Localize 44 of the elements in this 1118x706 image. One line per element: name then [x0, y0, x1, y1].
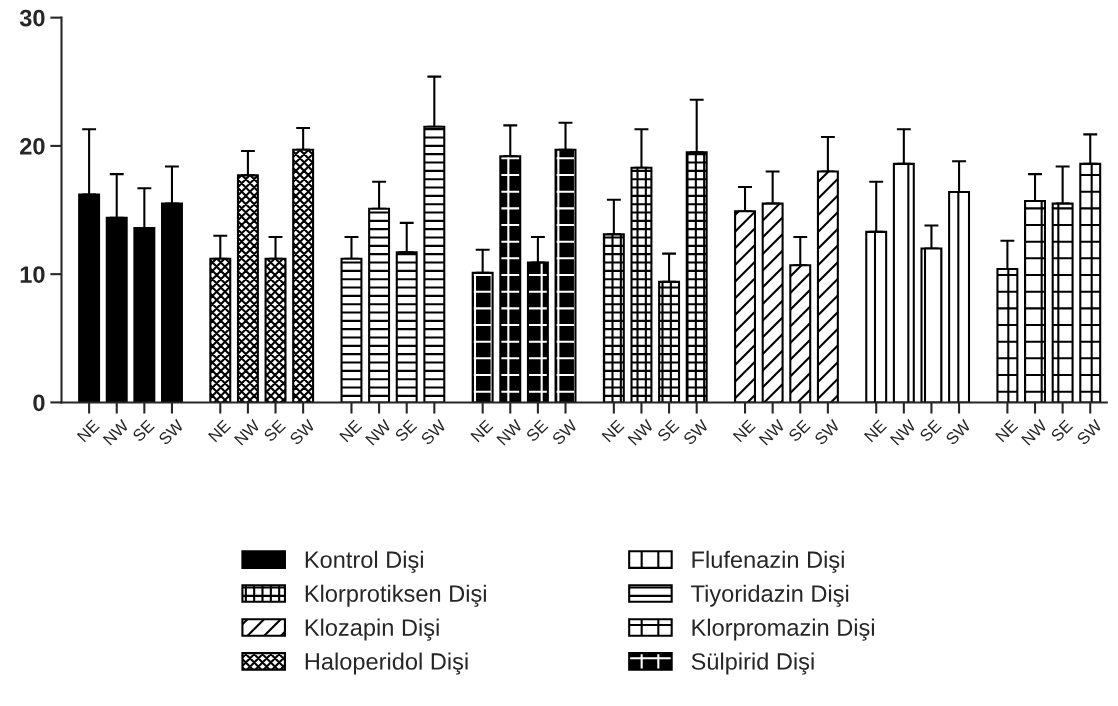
x-tick-label: NE — [863, 419, 887, 443]
x-tick-label: NE — [995, 419, 1019, 443]
x-tick-label: SE — [656, 419, 680, 443]
x-tick-label: NE — [76, 419, 100, 443]
y-tick-label: 20 — [20, 137, 45, 155]
x-tick-label: SW — [551, 418, 579, 446]
legend-label: Haloperidol Dişi — [305, 652, 468, 675]
x-tick-label: SW — [289, 418, 316, 446]
x-tick-label: NW — [102, 418, 130, 446]
x-tick-label: SE — [263, 419, 287, 443]
x-tick-label: NW — [1021, 418, 1048, 446]
y-tick-label: 10 — [20, 266, 45, 283]
x-tick-label: NW — [627, 418, 655, 446]
x-tick-label: SW — [1076, 418, 1103, 446]
x-tick-label: SW — [157, 418, 185, 446]
x-tick-label: SE — [918, 419, 942, 443]
x-tick-label: SW — [420, 418, 447, 446]
x-tick-label: SW — [682, 418, 710, 446]
x-tick-label: NE — [601, 419, 625, 443]
legend-label: Tiyoridazin Dişi — [691, 584, 849, 607]
legend-label: Flufenazin Dişi — [692, 550, 844, 573]
legend-label: Klorprotiksen Dişi — [305, 584, 486, 607]
x-tick-label: SW — [813, 418, 841, 446]
y-tick-label: 30 — [19, 9, 45, 27]
x-tick-label: NW — [365, 418, 392, 446]
legend-label: Sülpirid Dişi — [691, 652, 814, 675]
x-tick-label: SE — [525, 419, 549, 443]
x-tick-label: NE — [339, 419, 363, 443]
x-tick-label: NE — [208, 419, 232, 443]
x-tick-label: NE — [732, 419, 756, 443]
y-tick-label: 0 — [33, 394, 45, 412]
x-tick-label: NW — [889, 418, 917, 446]
x-tick-label: NW — [758, 418, 786, 446]
x-tick-label: SE — [787, 419, 811, 443]
x-tick-label: NW — [496, 418, 524, 446]
x-tick-label: NE — [470, 419, 494, 443]
legend-label: Klorpromazin Dişi — [692, 618, 874, 641]
x-tick-label: SE — [131, 419, 155, 443]
x-tick-label: SE — [394, 419, 418, 443]
x-tick-label: SE — [1050, 419, 1074, 443]
legend-label: Kontrol Dişi — [305, 550, 423, 573]
x-tick-label: NW — [234, 418, 261, 446]
legend-label: Klozapin Dişi — [305, 618, 439, 641]
x-tick-label: SW — [944, 418, 972, 446]
